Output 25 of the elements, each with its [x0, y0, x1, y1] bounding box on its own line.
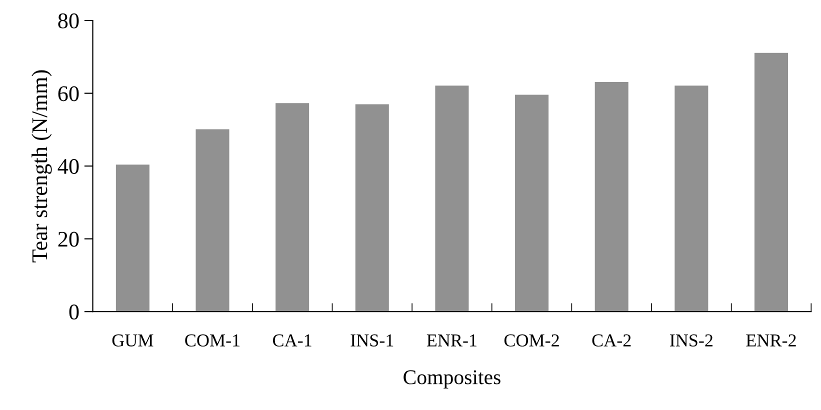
- bar: [196, 129, 230, 312]
- x-axis-title: Composites: [404, 370, 500, 389]
- y-tick-label: 40: [58, 158, 79, 174]
- y-axis-title: Tear strength (N/mm): [32, 70, 52, 262]
- x-tick-label: ENR-1: [426, 334, 476, 346]
- x-tick-label: COM-2: [504, 334, 559, 347]
- bar: [116, 164, 150, 312]
- y-tick-label: 20: [58, 232, 79, 247]
- x-tick-label: INS-2: [670, 334, 712, 347]
- bar: [674, 86, 708, 312]
- x-tick-label: COM-1: [185, 334, 240, 347]
- bar: [276, 103, 310, 312]
- bar: [754, 52, 788, 312]
- x-tick-label: INS-1: [350, 334, 394, 347]
- y-tick-label: 60: [58, 86, 79, 102]
- x-tick-label: CA-1: [273, 334, 312, 347]
- y-tick-label: 0: [69, 304, 79, 320]
- x-tick-label: GUM: [112, 334, 154, 347]
- bar: [355, 104, 389, 312]
- x-tick-label: ENR-2: [746, 334, 796, 346]
- bar: [435, 86, 469, 312]
- bar: [594, 82, 628, 312]
- y-tick-label: 80: [58, 13, 79, 28]
- x-tick-label: CA-2: [592, 334, 631, 347]
- bar: [515, 94, 549, 312]
